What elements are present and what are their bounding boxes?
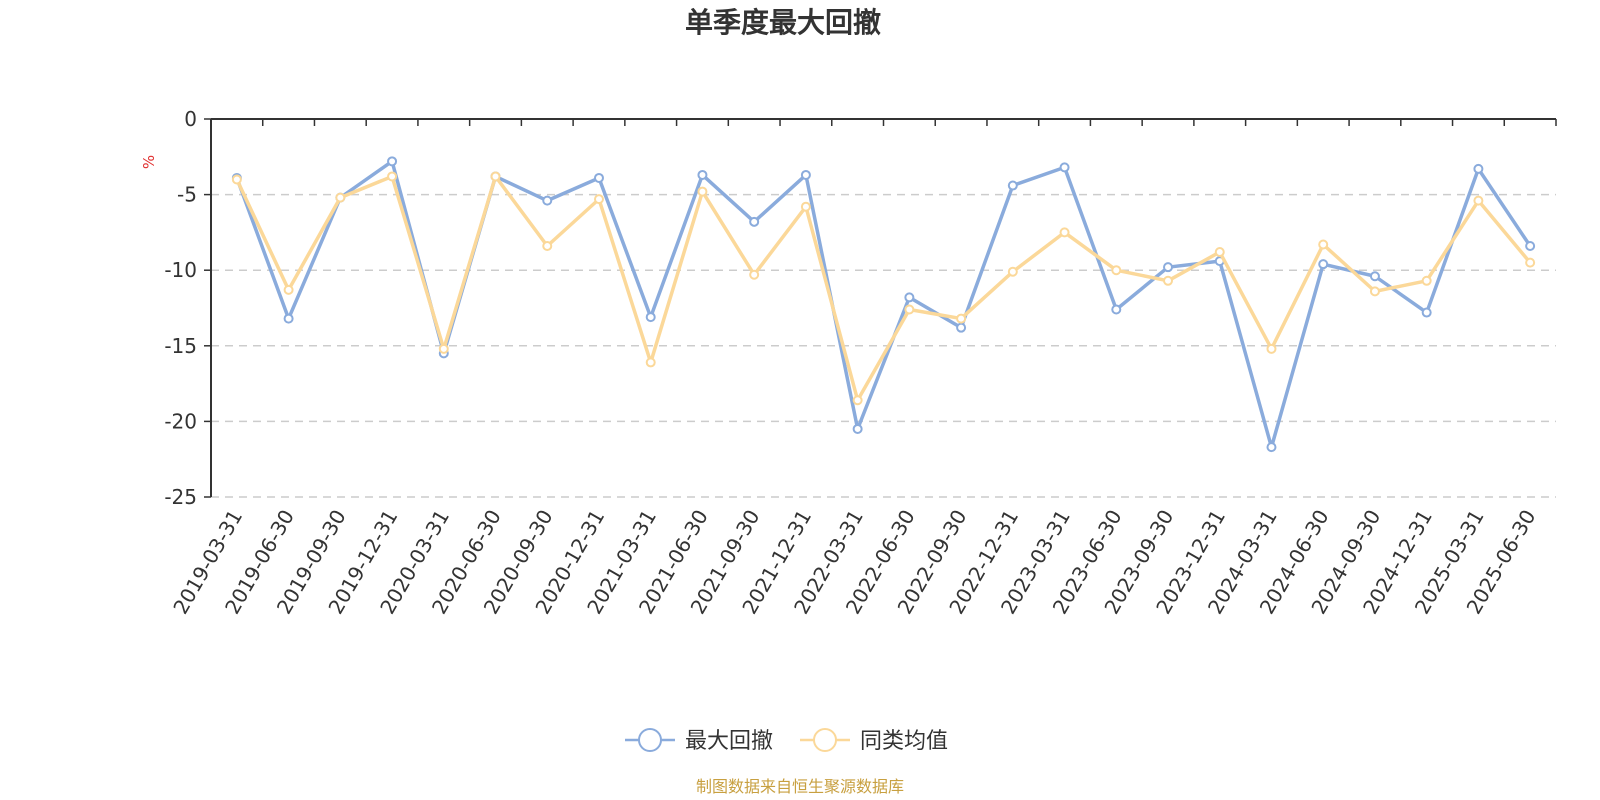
y-tick-label: -10 — [164, 258, 197, 282]
source-note: 制图数据来自恒生聚源数据库 — [696, 777, 904, 796]
data-point — [387, 171, 398, 182]
legend-item-2[interactable]: 同类均值 — [800, 728, 948, 754]
chart-title: 单季度最大回撤 — [685, 6, 881, 39]
data-point — [749, 216, 760, 227]
data-point — [1318, 239, 1329, 250]
data-point — [593, 172, 604, 183]
data-point — [593, 194, 604, 205]
data-point — [1007, 180, 1018, 191]
data-point — [1525, 241, 1536, 252]
legend[interactable]: 最大回撤 同类均值 — [625, 728, 948, 754]
data-point — [956, 322, 967, 333]
series-2 — [231, 171, 1536, 406]
series-1 — [231, 156, 1536, 453]
data-point — [387, 156, 398, 167]
y-axis-unit-label: % — [140, 155, 158, 169]
axes — [210, 118, 1556, 497]
grid-lines — [211, 193, 1556, 498]
data-point — [1421, 307, 1432, 318]
data-point — [542, 241, 553, 252]
y-tick-label: -25 — [164, 485, 197, 509]
data-point — [1369, 271, 1380, 282]
data-point — [1369, 286, 1380, 297]
y-axis-ticks: 0 -5 -10 -15 -20 -25 — [164, 107, 211, 509]
data-point — [1473, 195, 1484, 206]
data-point — [1111, 265, 1122, 276]
data-point — [1059, 227, 1070, 238]
data-point — [956, 313, 967, 324]
data-point — [1214, 247, 1225, 258]
data-point — [283, 313, 294, 324]
series-line — [235, 174, 1532, 402]
series-lines — [231, 156, 1536, 453]
data-point — [1111, 304, 1122, 315]
data-point — [1059, 162, 1070, 173]
data-point — [283, 284, 294, 295]
data-point — [697, 169, 708, 180]
data-point — [749, 269, 760, 280]
data-point — [1525, 257, 1536, 268]
data-point — [335, 192, 346, 203]
data-point — [490, 171, 501, 182]
data-point — [852, 395, 863, 406]
data-point — [852, 423, 863, 434]
data-point — [1163, 275, 1174, 286]
data-point — [1266, 343, 1277, 354]
data-point — [1318, 259, 1329, 270]
data-point — [542, 195, 553, 206]
legend-label: 同类均值 — [860, 729, 948, 754]
data-point — [645, 312, 656, 323]
y-tick-label: -15 — [164, 334, 197, 358]
data-point — [904, 304, 915, 315]
legend-item-1[interactable]: 最大回撤 — [625, 728, 773, 754]
y-tick-label: -20 — [164, 409, 197, 433]
data-point — [1266, 442, 1277, 453]
data-point — [1007, 266, 1018, 277]
data-point — [1163, 262, 1174, 273]
legend-marker — [813, 728, 837, 752]
legend-marker — [638, 728, 662, 752]
data-point — [1473, 163, 1484, 174]
data-point — [800, 201, 811, 212]
data-point — [697, 186, 708, 197]
legend-label: 最大回撤 — [685, 729, 773, 754]
data-point — [645, 357, 656, 368]
y-tick-label: 0 — [184, 107, 197, 131]
y-tick-label: -5 — [177, 183, 197, 207]
data-point — [904, 292, 915, 303]
data-point — [800, 169, 811, 180]
data-point — [231, 174, 242, 185]
data-point — [438, 343, 449, 354]
data-point — [1421, 275, 1432, 286]
